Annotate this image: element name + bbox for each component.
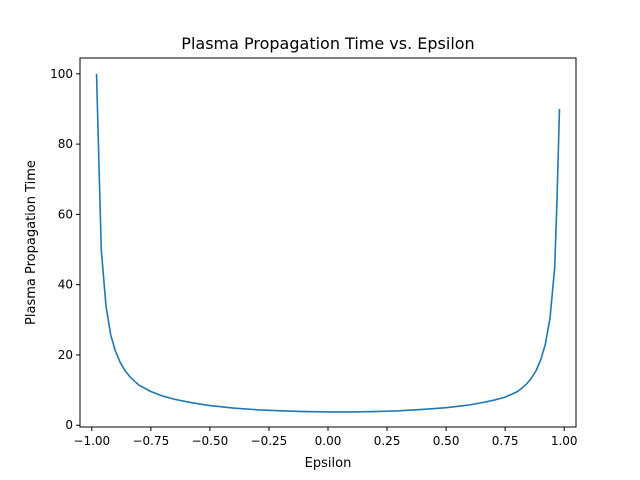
x-tick-label: 0.50 <box>433 434 460 448</box>
y-tick-label: 100 <box>50 67 73 81</box>
x-tick-label: −0.75 <box>132 434 169 448</box>
series-line <box>95 73 561 413</box>
series-layer <box>95 73 561 413</box>
y-tick-label: 60 <box>58 207 73 221</box>
x-tick-label: 0.25 <box>374 434 401 448</box>
y-tick-label: 40 <box>58 278 73 292</box>
x-tick-label: 0.00 <box>315 434 342 448</box>
y-tick-label: 0 <box>65 418 73 432</box>
x-tick-label: −0.25 <box>251 434 288 448</box>
plot-area-frame <box>79 57 577 428</box>
x-axis-label: Epsilon <box>305 456 352 471</box>
y-tick-label: 20 <box>58 348 73 362</box>
chart-title: Plasma Propagation Time vs. Epsilon <box>181 34 474 53</box>
x-tick-label: 1.00 <box>551 434 578 448</box>
x-tick-label: −0.50 <box>192 434 229 448</box>
x-tick-label: 0.75 <box>492 434 519 448</box>
x-tick-label: −1.00 <box>73 434 110 448</box>
y-axis-label: Plasma Propagation Time <box>24 160 39 325</box>
y-tick-label: 80 <box>58 137 73 151</box>
x-axis-ticks: −1.00 −0.75 −0.50 −0.25 0.00 0.25 0.50 0.75 1.00 <box>73 427 578 448</box>
y-axis-ticks: 0 20 40 60 80 100 <box>50 67 80 432</box>
